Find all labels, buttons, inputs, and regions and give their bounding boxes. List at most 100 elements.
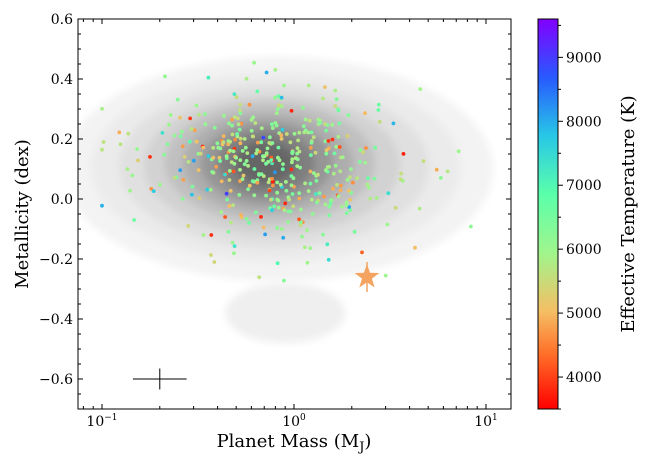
data-point bbox=[151, 189, 156, 194]
data-point bbox=[180, 196, 185, 201]
data-point bbox=[301, 105, 305, 110]
data-point bbox=[358, 148, 363, 153]
data-point bbox=[235, 132, 240, 136]
data-point bbox=[255, 178, 260, 183]
data-point bbox=[158, 182, 162, 187]
data-point bbox=[227, 178, 232, 182]
data-point bbox=[315, 200, 319, 205]
data-point bbox=[167, 122, 171, 127]
data-point bbox=[306, 189, 311, 194]
data-point bbox=[247, 102, 252, 107]
data-point bbox=[297, 217, 301, 222]
data-point bbox=[277, 158, 282, 163]
data-point bbox=[226, 229, 231, 234]
data-point bbox=[352, 229, 357, 234]
data-point bbox=[290, 157, 295, 162]
data-point bbox=[178, 115, 183, 120]
data-point bbox=[276, 94, 281, 99]
colorbar-label: Effective Temperature (K) bbox=[618, 95, 639, 332]
data-point bbox=[445, 169, 450, 174]
data-point bbox=[165, 142, 170, 147]
data-point bbox=[284, 180, 288, 184]
data-point bbox=[317, 191, 322, 196]
data-point bbox=[238, 102, 243, 107]
data-point bbox=[279, 104, 284, 109]
data-point bbox=[316, 172, 320, 177]
data-point bbox=[224, 191, 229, 196]
data-point bbox=[201, 233, 206, 237]
data-point bbox=[232, 115, 237, 119]
data-point bbox=[374, 196, 379, 200]
data-point bbox=[290, 160, 294, 165]
data-point bbox=[393, 206, 398, 210]
data-point bbox=[323, 122, 327, 126]
data-point bbox=[268, 135, 272, 140]
colorbar-tick-label: 8000 bbox=[566, 114, 602, 130]
data-point bbox=[249, 128, 254, 133]
data-point bbox=[349, 167, 353, 172]
data-point bbox=[360, 250, 364, 255]
data-point bbox=[261, 158, 265, 163]
x-tick-label: 100 bbox=[282, 413, 306, 430]
data-point bbox=[259, 215, 263, 219]
data-point bbox=[324, 151, 329, 156]
data-point bbox=[345, 134, 350, 138]
data-point bbox=[336, 134, 341, 139]
data-point bbox=[251, 134, 256, 139]
data-point bbox=[206, 154, 211, 159]
data-point bbox=[309, 140, 314, 145]
data-point bbox=[221, 134, 226, 139]
data-point bbox=[244, 76, 249, 81]
data-point bbox=[347, 188, 351, 193]
data-point bbox=[280, 127, 285, 132]
data-point bbox=[203, 112, 207, 116]
data-point bbox=[333, 104, 338, 108]
data-point bbox=[276, 205, 281, 210]
data-point bbox=[269, 155, 274, 160]
data-point bbox=[383, 273, 388, 278]
data-point bbox=[456, 149, 461, 154]
data-point bbox=[198, 151, 203, 156]
y-tick-label: 0.6 bbox=[51, 12, 73, 28]
data-point bbox=[326, 139, 331, 143]
data-point bbox=[318, 120, 322, 125]
data-point bbox=[270, 122, 274, 127]
data-point bbox=[295, 146, 300, 151]
data-point bbox=[117, 130, 122, 135]
data-point bbox=[232, 251, 236, 256]
data-point bbox=[239, 213, 243, 217]
colorbar-axis: 4000 5000 6000 7000 8000 9000 bbox=[558, 24, 602, 410]
data-point bbox=[344, 211, 349, 216]
y-tick-label: −0.6 bbox=[39, 372, 73, 388]
data-point bbox=[324, 168, 328, 173]
data-point bbox=[275, 190, 280, 195]
data-point bbox=[211, 155, 216, 160]
colorbar-tick-label: 5000 bbox=[566, 306, 602, 322]
data-point bbox=[338, 169, 343, 174]
data-point bbox=[227, 169, 232, 173]
data-point bbox=[238, 158, 243, 163]
data-point bbox=[365, 182, 370, 187]
data-point bbox=[327, 164, 331, 169]
data-point bbox=[336, 194, 341, 199]
data-point bbox=[282, 208, 287, 213]
data-point bbox=[330, 122, 335, 127]
data-point bbox=[196, 168, 201, 173]
data-point bbox=[230, 117, 235, 122]
data-point bbox=[399, 171, 403, 176]
data-point bbox=[333, 88, 338, 93]
colorbar-tick-label: 7000 bbox=[566, 178, 602, 194]
data-point bbox=[201, 145, 206, 150]
data-point bbox=[275, 226, 280, 230]
data-point bbox=[302, 130, 307, 135]
data-point bbox=[234, 95, 239, 100]
data-point bbox=[246, 187, 251, 192]
y-tick-label: 0.4 bbox=[51, 72, 73, 88]
data-point bbox=[355, 176, 359, 181]
data-point bbox=[132, 218, 137, 222]
data-point bbox=[309, 130, 314, 135]
data-point bbox=[168, 113, 173, 117]
data-point bbox=[264, 151, 269, 156]
data-point bbox=[376, 102, 381, 107]
data-point bbox=[228, 188, 233, 193]
